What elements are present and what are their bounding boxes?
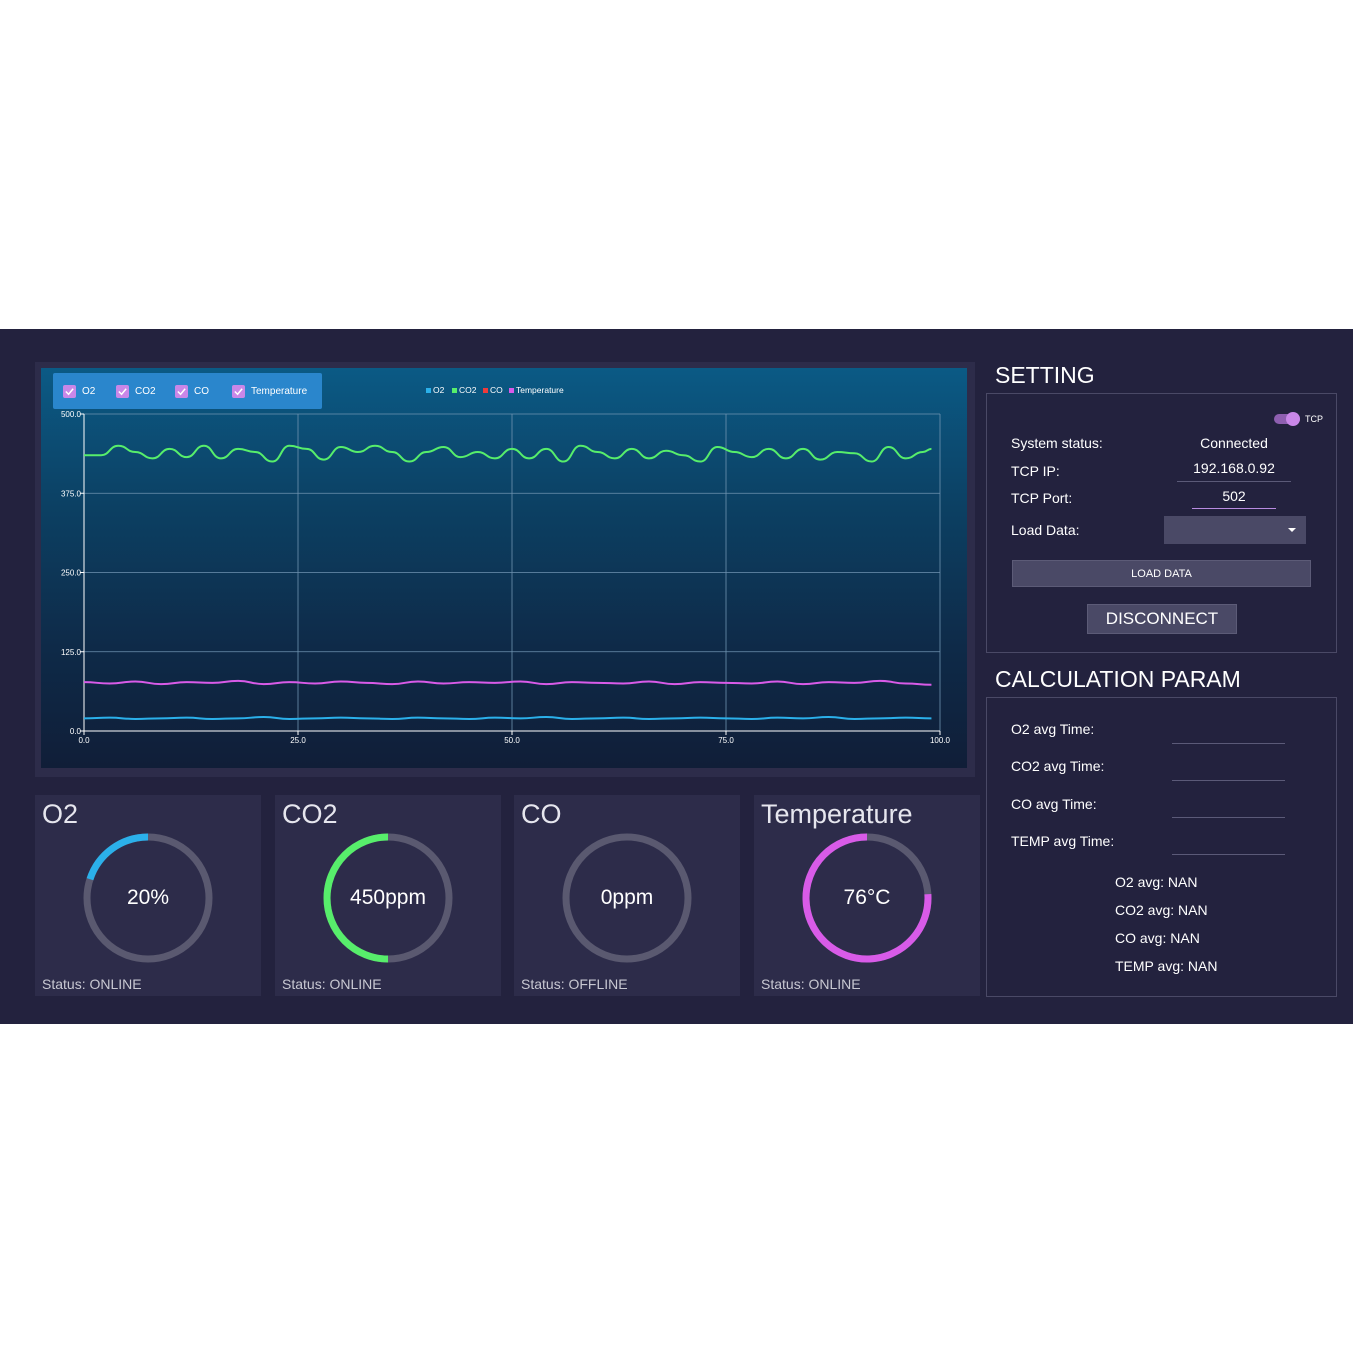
disconnect-button[interactable]: DISCONNECT [1087, 604, 1237, 634]
status-text: Status: OFFLINE [521, 976, 628, 992]
card-title: Temperature [761, 799, 913, 829]
legend-label: O2 [433, 385, 445, 395]
legend-swatch [483, 388, 488, 393]
tcp-port-input[interactable]: 502 [1222, 488, 1246, 504]
system-status-value: Connected [1200, 435, 1268, 451]
legend-label: CO [490, 385, 503, 395]
tcp-ip-underline [1177, 481, 1291, 482]
y-tick-label: 125.0 [61, 648, 82, 657]
o2-avg-value: O2 avg: NAN [1115, 874, 1198, 890]
toggle-co[interactable]: CO [175, 384, 209, 398]
co-avg-value: CO avg: NAN [1115, 930, 1200, 946]
checkbox-icon[interactable] [63, 384, 76, 398]
tcp-port-underline [1192, 508, 1276, 509]
temp-avg-value: TEMP avg: NAN [1115, 958, 1218, 974]
y-tick-label: 375.0 [61, 489, 82, 498]
card-title: O2 [42, 799, 79, 829]
toggle-temperature[interactable]: Temperature [232, 384, 307, 398]
o2-avg-time-input[interactable] [1172, 743, 1285, 744]
gauge-arc [323, 833, 389, 963]
checkbox-icon[interactable] [175, 384, 188, 398]
checkbox-icon[interactable] [116, 384, 129, 398]
legend-swatch [426, 388, 431, 393]
calc-title: CALCULATION PARAM [995, 666, 1241, 692]
x-tick-label: 50.0 [504, 736, 520, 745]
card-title: CO [521, 799, 562, 829]
setting-panel: TCP System status: Connected TCP IP: 192… [986, 393, 1337, 653]
y-tick-label: 250.0 [61, 569, 82, 578]
toggle-label: CO2 [135, 385, 156, 397]
x-tick-label: 0.0 [78, 736, 90, 745]
series-line-temperature [83, 679, 932, 686]
series-line-o2 [83, 716, 932, 720]
card-title: CO2 [282, 799, 338, 829]
gauge-card-co2: CO2 450ppm Status: ONLINE [275, 795, 501, 996]
status-text: Status: ONLINE [761, 976, 861, 992]
legend-swatch [509, 388, 514, 393]
load-data-label: Load Data: [1011, 522, 1080, 538]
gauge-card-o2: O2 20% Status: ONLINE [35, 795, 261, 996]
co-avg-time-input[interactable] [1172, 817, 1285, 818]
y-tick-label: 0.0 [70, 727, 82, 736]
temp-avg-time-label: TEMP avg Time: [1011, 833, 1115, 849]
toggle-label: CO [194, 385, 209, 397]
x-tick-label: 75.0 [718, 736, 734, 745]
gauge-track [562, 833, 692, 963]
gauge-value: 0ppm [600, 886, 654, 909]
tcp-ip-input[interactable]: 192.168.0.92 [1193, 460, 1275, 476]
gauge-value: 76°C [843, 886, 891, 909]
temp-avg-time-input[interactable] [1172, 854, 1285, 855]
gauge-value: 20% [126, 886, 170, 909]
gauge-value: 450ppm [350, 886, 426, 909]
o2-avg-time-label: O2 avg Time: [1011, 721, 1095, 737]
calc-panel: O2 avg Time: CO2 avg Time: CO avg Time: … [986, 697, 1337, 997]
app-window: 0.0 25.0 50.0 75.0 100.0 0.0 125.0 250.0 375.0 50… [0, 329, 1353, 1024]
chart-area: 0.0 25.0 50.0 75.0 100.0 0.0 125.0 250.0 375.0 50… [41, 368, 967, 768]
legend-label: CO2 [459, 385, 477, 395]
series-toggle-bar: O2 CO2 CO Temperature [53, 373, 322, 409]
gauge-ring [83, 833, 213, 963]
gauge-arc [86, 833, 149, 881]
toggle-co2[interactable]: CO2 [116, 384, 156, 398]
x-tick-label: 100.0 [930, 736, 951, 745]
chart-panel: 0.0 25.0 50.0 75.0 100.0 0.0 125.0 250.0 375.0 50… [35, 362, 975, 777]
switch-knob[interactable] [1286, 412, 1300, 426]
co2-avg-time-label: CO2 avg Time: [1011, 758, 1105, 774]
switch-label: TCP [1305, 414, 1323, 424]
toggle-label: O2 [82, 385, 96, 397]
system-status-label: System status: [1011, 435, 1103, 451]
tcp-port-label: TCP Port: [1011, 490, 1073, 506]
load-data-dropdown[interactable] [1164, 516, 1306, 544]
gauge-ring [323, 833, 453, 963]
status-text: Status: ONLINE [42, 976, 142, 992]
gauge-card-co: CO 0ppm Status: OFFLINE [514, 795, 740, 996]
co2-avg-value: CO2 avg: NAN [1115, 902, 1208, 918]
co2-avg-time-input[interactable] [1172, 780, 1285, 781]
gauge-ring [802, 833, 932, 963]
checkbox-icon[interactable] [232, 384, 245, 398]
gauge-card-temperature: Temperature 76°C Status: ONLINE [754, 795, 980, 996]
y-tick-label: 500.0 [61, 410, 82, 419]
status-text: Status: ONLINE [282, 976, 382, 992]
x-tick-label: 25.0 [290, 736, 306, 745]
co-avg-time-label: CO avg Time: [1011, 796, 1097, 812]
load-data-button[interactable]: LOAD DATA [1012, 560, 1311, 587]
toggle-label: Temperature [251, 385, 308, 397]
series-line-co2 [84, 444, 932, 463]
gauge-ring [562, 833, 692, 963]
toggle-o2[interactable]: O2 [63, 384, 95, 398]
legend-swatch [452, 388, 457, 393]
chevron-down-icon [1288, 528, 1296, 532]
legend-label: Temperature [516, 385, 564, 395]
tcp-ip-label: TCP IP: [1011, 463, 1060, 479]
gauge-arc [802, 833, 932, 963]
setting-title: SETTING [995, 362, 1095, 388]
line-chart: 0.0 25.0 50.0 75.0 100.0 0.0 125.0 250.0 375.0 50… [61, 385, 951, 745]
